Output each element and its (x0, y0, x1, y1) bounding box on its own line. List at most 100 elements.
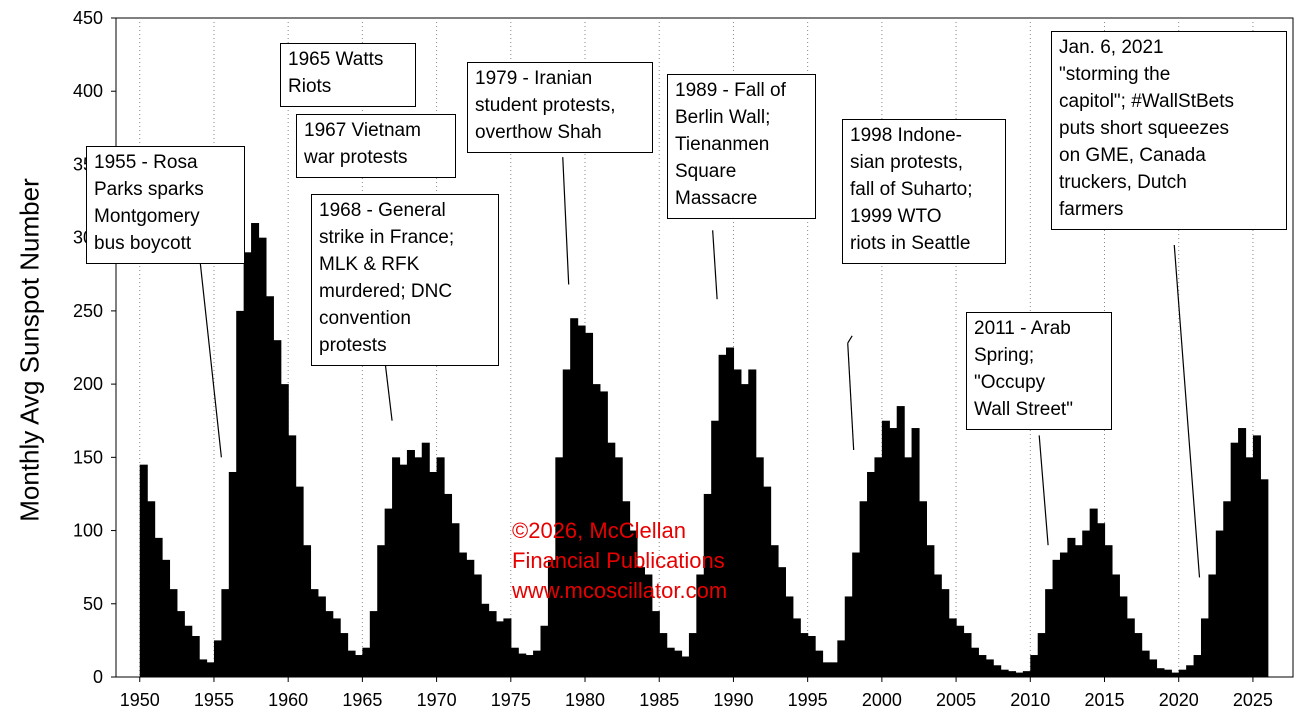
bar-1991 (748, 369, 757, 677)
leader-line-0 (198, 252, 222, 458)
x-tick-label-2000: 2000 (862, 690, 902, 710)
bar-2024.5 (1245, 457, 1254, 677)
y-tick-label-100: 100 (73, 521, 103, 541)
bar-1999.5 (874, 457, 883, 677)
bar-1971 (451, 523, 460, 677)
x-tick-label-2020: 2020 (1159, 690, 1199, 710)
bar-1991.5 (755, 457, 764, 677)
bar-2013.5 (1082, 530, 1091, 677)
bar-2025 (1252, 435, 1261, 677)
bar-1983.5 (636, 567, 645, 677)
bar-2008.5 (1008, 671, 1017, 677)
bar-1953.5 (191, 635, 200, 677)
leader-line-3 (712, 230, 718, 300)
bar-1969.5 (429, 471, 438, 677)
bar-1977.5 (547, 559, 556, 677)
bar-1963.5 (340, 633, 349, 677)
x-tick-label-2005: 2005 (936, 690, 976, 710)
annotation-1989-berlin-wall: 1989 - Fall of Berlin Wall; Tienanmen Sq… (667, 74, 816, 219)
bar-2023.5 (1230, 442, 1239, 677)
bar-1959 (273, 340, 282, 677)
bar-1957 (243, 252, 252, 678)
bar-1969 (421, 442, 430, 677)
leader-line-5 (847, 343, 855, 451)
y-tick-label-200: 200 (73, 374, 103, 394)
bar-1965 (362, 647, 371, 677)
bar-1997.5 (844, 596, 853, 677)
bar-1985.5 (666, 647, 675, 677)
bar-1954.5 (206, 662, 215, 677)
leader-line-2 (562, 157, 570, 285)
bar-1986 (674, 650, 683, 677)
annotation-1965-watts: 1965 Watts Riots (280, 43, 416, 107)
bar-2021 (1193, 655, 1202, 677)
bar-2002 (911, 428, 920, 677)
bar-1979 (570, 318, 579, 677)
bar-1976 (525, 655, 534, 677)
x-tick-label-1990: 1990 (713, 690, 753, 710)
x-tick-label-2010: 2010 (1010, 690, 1050, 710)
bar-2020 (1178, 669, 1187, 677)
x-tick-label-1970: 1970 (417, 690, 457, 710)
bar-2022 (1208, 574, 1217, 677)
bar-1954 (199, 659, 208, 677)
bar-1956 (228, 471, 237, 677)
bar-1978.5 (562, 369, 571, 677)
bar-1990.5 (740, 384, 749, 677)
bar-1997 (837, 640, 846, 677)
x-tick-label-1955: 1955 (194, 690, 234, 710)
bar-1990 (733, 369, 742, 677)
bar-2012 (1059, 552, 1068, 677)
leader-line-4 (847, 335, 853, 344)
bar-1982.5 (622, 501, 631, 677)
bar-2009.5 (1022, 671, 1031, 677)
bar-1961.5 (310, 589, 319, 677)
bar-1988 (703, 493, 712, 677)
bar-1994 (792, 618, 801, 677)
bar-1989.5 (726, 347, 735, 677)
bar-1950 (139, 464, 148, 677)
bar-1984.5 (651, 611, 660, 677)
bar-1963 (332, 618, 341, 677)
bar-1974.5 (503, 618, 512, 677)
bar-1952 (169, 589, 178, 677)
x-tick-label-1965: 1965 (342, 690, 382, 710)
bar-1960.5 (295, 486, 304, 677)
bar-2006 (970, 647, 979, 677)
y-tick-label-400: 400 (73, 81, 103, 101)
bar-1973.5 (488, 611, 497, 677)
bar-1967.5 (399, 464, 408, 677)
annotation-2021-jan6: Jan. 6, 2021 "storming the capitol"; #Wa… (1051, 31, 1287, 230)
bar-2011 (1045, 589, 1054, 677)
bar-1962 (317, 596, 326, 677)
bar-1964 (347, 650, 356, 677)
annotation-1968-general-strike: 1968 - General strike in France; MLK & R… (311, 194, 499, 366)
bar-1964.5 (354, 655, 363, 677)
bar-2016 (1119, 596, 1128, 677)
bar-1962.5 (325, 611, 334, 677)
bar-1975 (510, 647, 519, 677)
bar-1956.5 (236, 310, 245, 677)
bar-1982 (614, 457, 623, 677)
bar-1958 (258, 237, 267, 677)
bar-2017.5 (1141, 650, 1150, 677)
bar-1971.5 (458, 552, 467, 677)
bar-1987 (688, 633, 697, 677)
bar-2005.5 (963, 633, 972, 677)
bar-1953 (184, 625, 193, 677)
bar-1995 (807, 635, 816, 677)
bar-2007 (985, 659, 994, 677)
bar-2002.5 (918, 501, 927, 677)
bar-2003 (926, 545, 935, 677)
bar-1950.5 (147, 501, 156, 677)
bar-1985 (659, 633, 668, 677)
leader-line-6 (1038, 435, 1049, 546)
x-tick-label-1960: 1960 (268, 690, 308, 710)
bar-2010 (1030, 655, 1039, 677)
bar-2011.5 (1052, 559, 1061, 677)
x-tick-label-2015: 2015 (1084, 690, 1124, 710)
bar-1986.5 (681, 656, 690, 677)
bar-1973 (481, 603, 490, 677)
bar-1955.5 (221, 589, 230, 677)
